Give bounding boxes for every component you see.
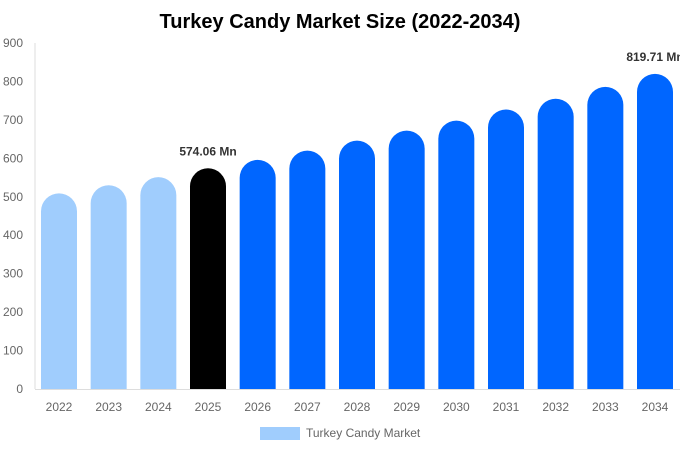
x-tick-label: 2033 xyxy=(592,400,619,414)
x-tick-label: 2030 xyxy=(443,400,470,414)
bar-2033[interactable] xyxy=(587,86,624,390)
data-label: 574.06 Mn xyxy=(179,144,236,158)
bar-2025[interactable] xyxy=(190,168,226,389)
x-tick-label: 2032 xyxy=(542,400,569,414)
y-tick-label: 300 xyxy=(3,267,23,281)
bar-2030[interactable] xyxy=(438,120,475,389)
y-tick-label: 400 xyxy=(3,228,23,242)
legend-swatch xyxy=(260,427,300,440)
y-tick-label: 600 xyxy=(3,151,23,165)
x-tick-label: 2031 xyxy=(493,400,520,414)
x-tick-label: 2023 xyxy=(95,400,122,414)
bar-2026[interactable] xyxy=(239,159,276,389)
x-tick-label: 2027 xyxy=(294,400,321,414)
x-tick-label: 2026 xyxy=(244,400,271,414)
chart-title: Turkey Candy Market Size (2022-2034) xyxy=(160,11,521,33)
bar-2022[interactable] xyxy=(41,193,77,389)
x-tick-label: 2034 xyxy=(642,400,669,414)
y-tick-label: 100 xyxy=(3,344,23,358)
bar-2031[interactable] xyxy=(488,109,524,390)
bar-2028[interactable] xyxy=(339,140,375,389)
x-tick-label: 2028 xyxy=(344,400,371,414)
data-label: 819.71 Mn xyxy=(626,50,680,64)
y-tick-label: 900 xyxy=(3,36,23,50)
y-tick-label: 700 xyxy=(3,113,23,127)
bar-2023[interactable] xyxy=(90,185,127,389)
x-tick-label: 2025 xyxy=(195,400,222,414)
legend-label: Turkey Candy Market xyxy=(306,426,421,440)
x-tick-label: 2022 xyxy=(46,400,73,414)
y-tick-label: 500 xyxy=(3,190,23,204)
bar-2029[interactable] xyxy=(388,130,425,389)
bar-2032[interactable] xyxy=(537,98,574,389)
legend[interactable]: Turkey Candy Market xyxy=(260,426,421,440)
y-tick-label: 200 xyxy=(3,305,23,319)
x-tick-label: 2024 xyxy=(145,400,172,414)
bar-2024[interactable] xyxy=(140,177,177,389)
bar-2034[interactable] xyxy=(637,73,673,390)
y-tick-label: 800 xyxy=(3,74,23,88)
y-tick-label: 0 xyxy=(16,382,23,396)
x-tick-label: 2029 xyxy=(393,400,420,414)
bar-2027[interactable] xyxy=(289,150,326,389)
